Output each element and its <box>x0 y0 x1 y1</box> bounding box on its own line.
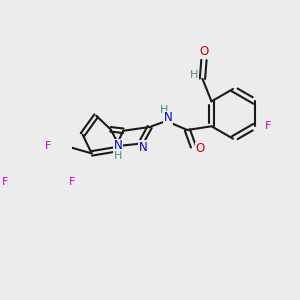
Text: N: N <box>164 112 172 124</box>
Text: O: O <box>199 45 208 58</box>
Text: N: N <box>139 141 147 154</box>
Text: H: H <box>114 151 122 161</box>
Text: H: H <box>160 105 168 116</box>
Text: F: F <box>69 177 76 188</box>
Text: O: O <box>196 142 205 155</box>
Text: H: H <box>190 70 198 80</box>
Text: F: F <box>2 177 8 188</box>
Text: F: F <box>265 121 271 131</box>
Text: F: F <box>45 141 52 151</box>
Text: N: N <box>114 140 122 152</box>
